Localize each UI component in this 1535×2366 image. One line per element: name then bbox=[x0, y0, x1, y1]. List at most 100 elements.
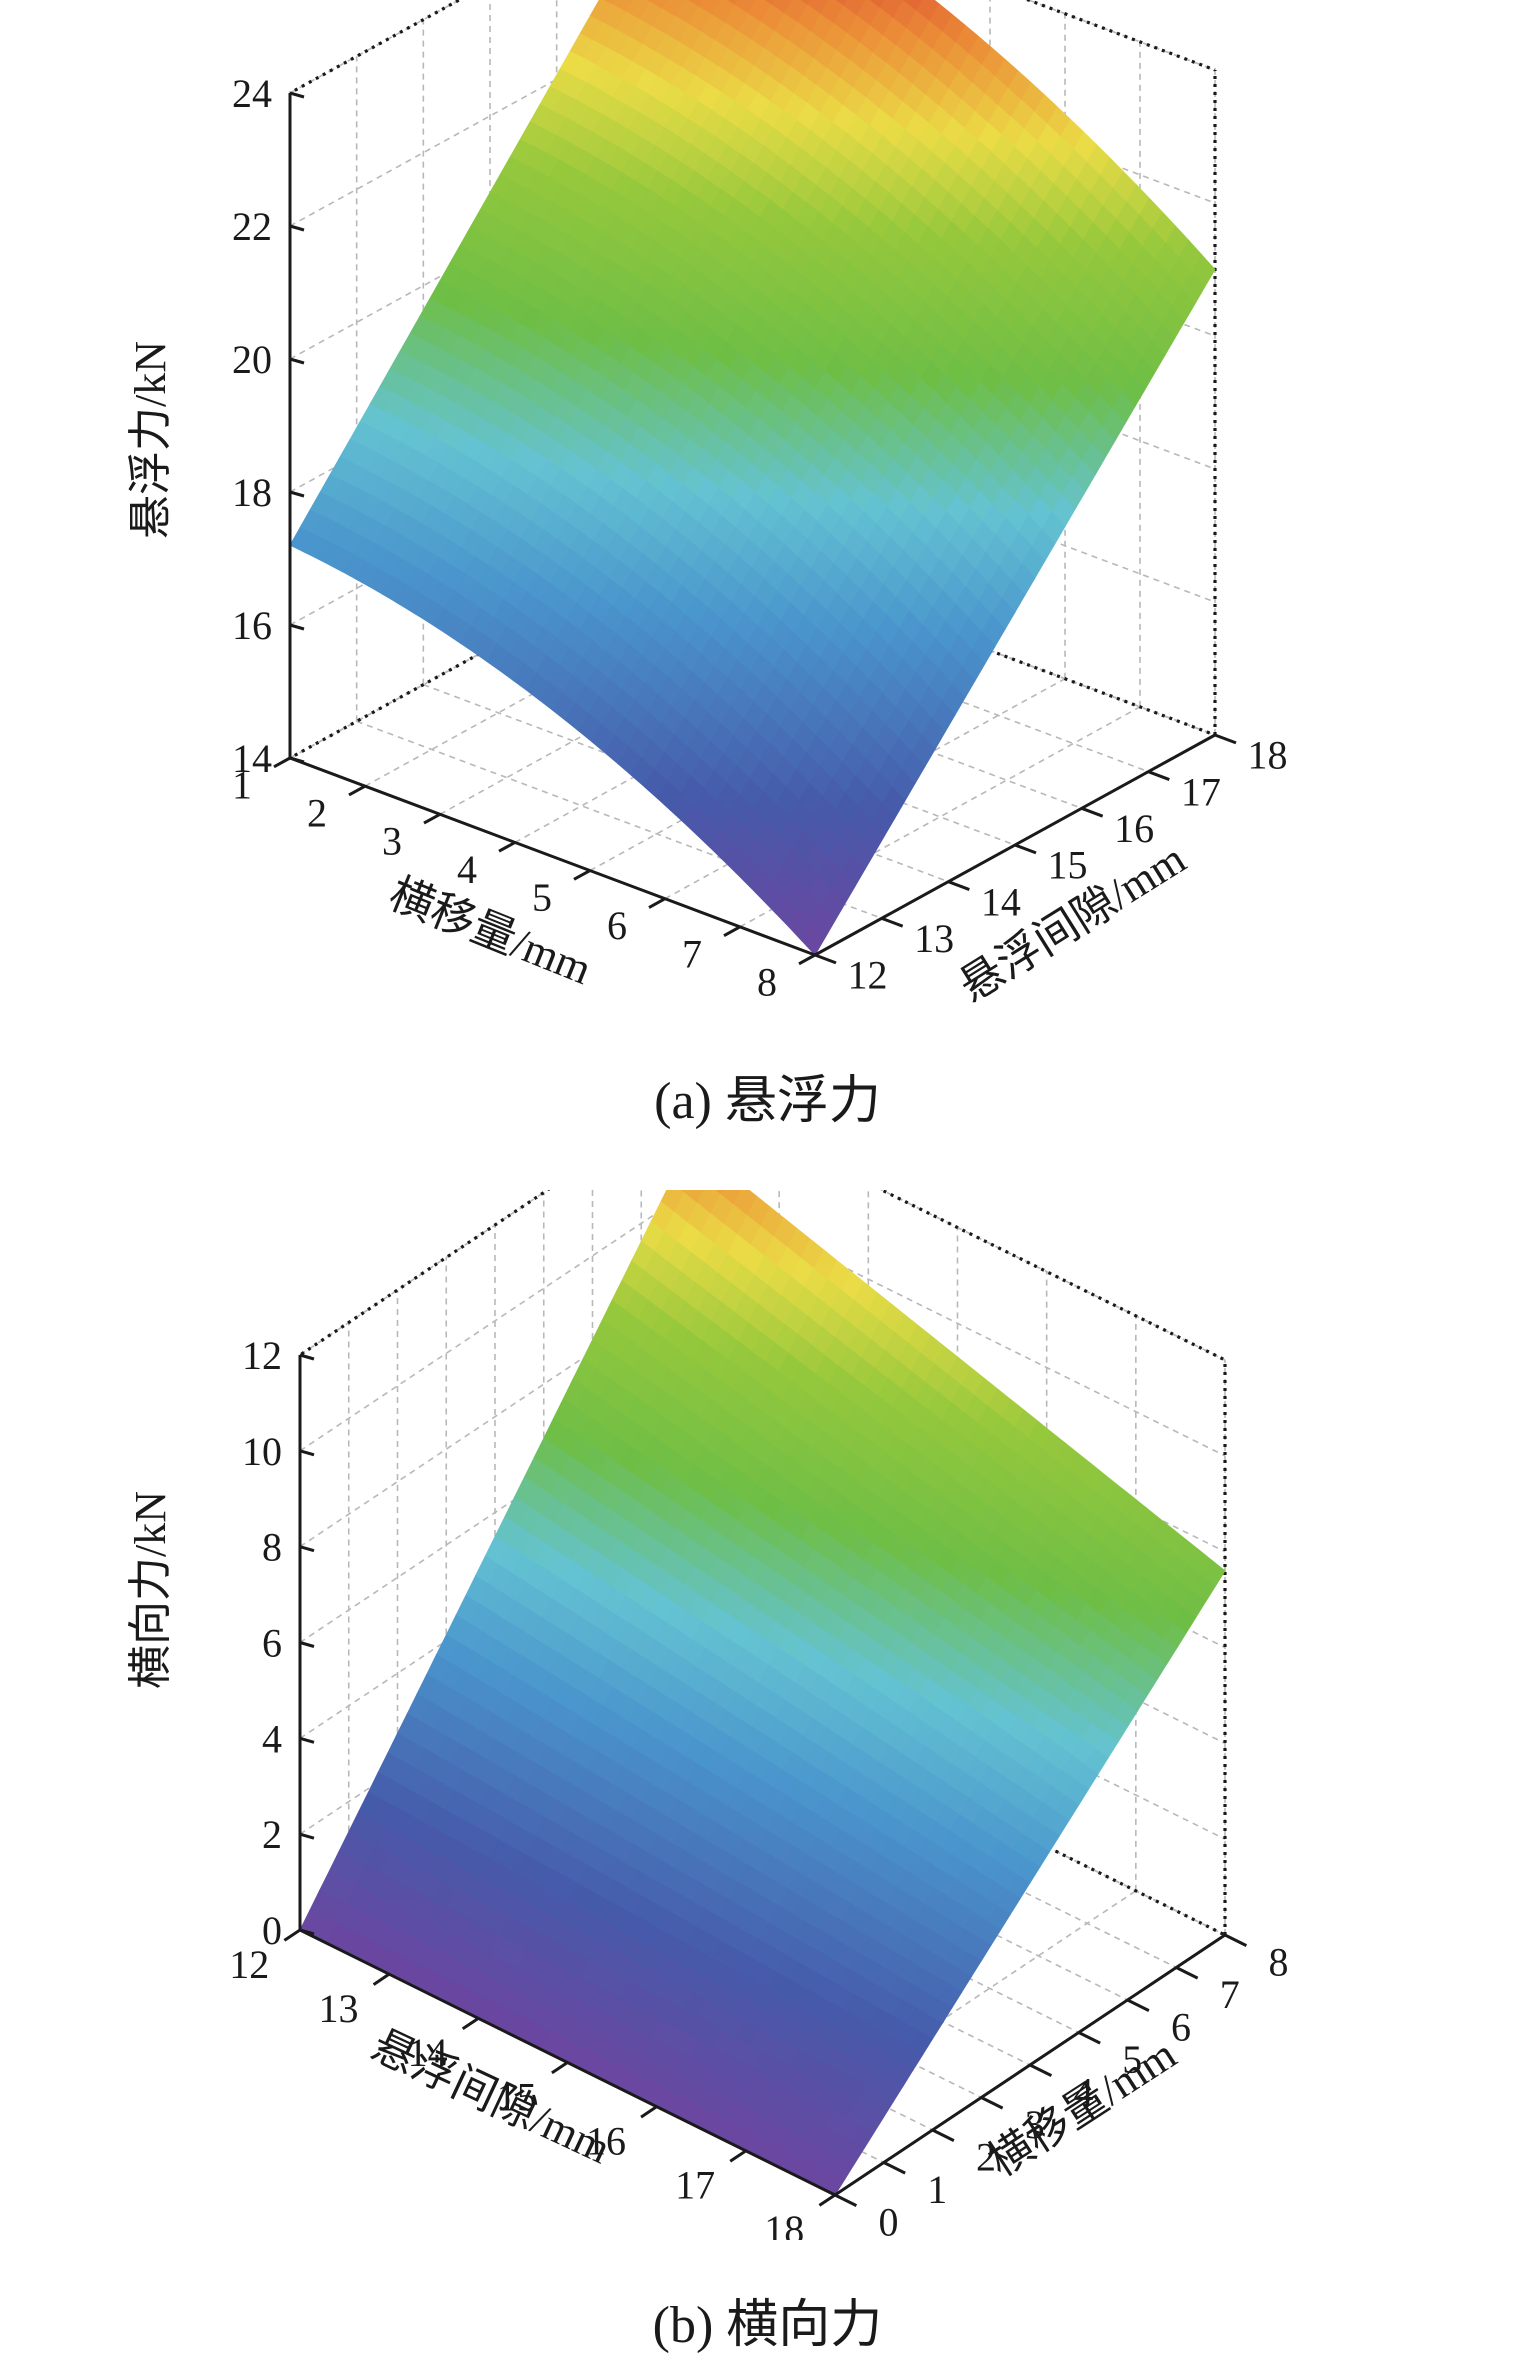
undefined-z-tick-label: 10 bbox=[242, 1429, 282, 1474]
caption-b: (b) 横向力 bbox=[652, 2297, 883, 2354]
undefined-x-tick-label: 1 bbox=[232, 762, 252, 807]
undefined-z-tick bbox=[299, 1832, 315, 1840]
undefined-z-tick bbox=[299, 1736, 315, 1744]
undefined-surface-patch bbox=[801, 923, 826, 956]
undefined-x-tick bbox=[798, 953, 816, 966]
undefined-x-tick-label: 5 bbox=[532, 875, 552, 920]
undefined-z-tick-label: 2 bbox=[262, 1812, 282, 1857]
undefined-y-tick-label: 12 bbox=[848, 953, 888, 998]
undefined-y-tick-label: 18 bbox=[1248, 733, 1288, 778]
undefined-y-tick-label: 16 bbox=[1114, 806, 1154, 851]
undefined-x-axis-title: 横移量/mm bbox=[383, 869, 599, 994]
undefined-box-edge bbox=[878, 1190, 1226, 1362]
undefined-y-tick bbox=[1224, 1933, 1248, 1947]
undefined-grid-z bbox=[1026, 0, 1216, 71]
undefined-x-tick-label: 13 bbox=[318, 1986, 358, 2031]
undefined-x-tick bbox=[498, 841, 516, 853]
undefined-x-tick bbox=[423, 812, 441, 825]
undefined-y-tick-label: 17 bbox=[1181, 769, 1221, 814]
undefined-x-tick-label: 16 bbox=[586, 2118, 626, 2163]
undefined-z-tick-label: 24 bbox=[232, 71, 272, 116]
undefined-x-tick bbox=[729, 2149, 747, 2163]
undefined-x-tick-label: 2 bbox=[307, 791, 327, 836]
undefined-x-tick-label: 12 bbox=[229, 1942, 269, 1987]
undefined-y-tick-label: 1 bbox=[927, 2167, 947, 2212]
undefined-y-tick-label: 13 bbox=[914, 916, 954, 961]
undefined-z-tick bbox=[289, 91, 305, 99]
undefined-x-tick bbox=[723, 925, 741, 937]
undefined-x-tick bbox=[283, 1928, 301, 1942]
undefined-y-tick bbox=[931, 2128, 955, 2142]
undefined-z-tick bbox=[299, 1353, 315, 1361]
undefined-x-tick bbox=[372, 1972, 390, 1986]
undefined-y-tick bbox=[881, 916, 904, 928]
undefined-y-tick bbox=[834, 2193, 858, 2207]
undefined-x-tick-label: 15 bbox=[497, 2074, 537, 2119]
undefined-z-tick bbox=[289, 623, 305, 631]
figure-b: 0 2 4 6 8 10 12 12 13 14 15 16 17 18 0 1 2 3 4 5 6 7 8 横向力/kN 悬浮… bbox=[0, 1190, 1535, 2240]
undefined-x-tick-label: 18 bbox=[764, 2207, 804, 2240]
undefined-grid-z bbox=[299, 1190, 691, 1452]
undefined-x-tick-label: 6 bbox=[607, 903, 627, 948]
undefined-surface bbox=[289, 0, 1216, 956]
undefined-x-tick bbox=[348, 784, 366, 797]
undefined-z-tick bbox=[289, 357, 305, 365]
undefined-z-axis-title: 横向力/kN bbox=[126, 1491, 175, 1689]
undefined-z-tick-label: 20 bbox=[232, 337, 272, 382]
undefined-z-tick-label: 22 bbox=[232, 204, 272, 249]
undefined-y-tick bbox=[1175, 1966, 1199, 1980]
undefined-y-tick bbox=[883, 2161, 906, 2175]
undefined-z-tick bbox=[289, 224, 305, 232]
undefined-x-tick bbox=[461, 2017, 480, 2030]
undefined-y-tick-label: 5 bbox=[1122, 2037, 1142, 2082]
undefined-y-tick-label: 3 bbox=[1025, 2102, 1045, 2147]
undefined-y-tick bbox=[1014, 843, 1037, 855]
undefined-y-tick bbox=[1214, 733, 1237, 745]
undefined-x-tick-label: 8 bbox=[757, 959, 777, 1004]
undefined-x-tick bbox=[648, 897, 666, 909]
undefined-z-tick bbox=[299, 1545, 315, 1553]
undefined-y-axis-title: 横移量/mm bbox=[980, 2029, 1185, 2186]
undefined-z-tick bbox=[299, 1928, 315, 1936]
undefined-y-tick-label: 6 bbox=[1171, 2005, 1191, 2050]
undefined-y-tick bbox=[1126, 1998, 1150, 2012]
undefined-z-tick-label: 8 bbox=[262, 1525, 282, 1570]
undefined-surface bbox=[299, 1190, 1226, 2196]
undefined-x-tick-label: 7 bbox=[682, 931, 702, 976]
undefined-y-tick bbox=[947, 880, 970, 891]
undefined-y-tick bbox=[814, 953, 837, 965]
undefined-z-tick-label: 18 bbox=[232, 470, 272, 515]
undefined-y-tick bbox=[1029, 2063, 1053, 2077]
undefined-z-tick-label: 14 bbox=[232, 736, 272, 781]
undefined-y-tick bbox=[1147, 770, 1170, 781]
undefined-y-tick-label: 14 bbox=[981, 879, 1021, 924]
undefined-y-tick bbox=[980, 2096, 1004, 2110]
undefined-z-tick bbox=[289, 756, 305, 764]
undefined-x-tick bbox=[551, 2061, 569, 2075]
undefined-y-tick-label: 15 bbox=[1048, 843, 1088, 888]
undefined-y-tick bbox=[1081, 806, 1104, 818]
undefined-y-tick-label: 2 bbox=[976, 2135, 996, 2180]
undefined-x-tick-label: 3 bbox=[382, 819, 402, 864]
figure-a: 14 16 18 20 22 24 1 2 3 4 5 6 7 8 12 13 14 15 16 17 18 悬浮力/kN… bbox=[0, 0, 1535, 1050]
undefined-box-edge bbox=[299, 1190, 551, 1357]
undefined-y-tick bbox=[1078, 2031, 1101, 2045]
undefined-y-tick-label: 8 bbox=[1269, 1940, 1289, 1985]
undefined-z-tick-label: 6 bbox=[262, 1621, 282, 1666]
undefined-x-tick bbox=[573, 869, 591, 881]
caption-a: (a) 悬浮力 bbox=[654, 1073, 881, 1130]
undefined-z-axis-title: 悬浮力/kN bbox=[126, 341, 175, 539]
undefined-z-tick-label: 4 bbox=[262, 1716, 282, 1761]
undefined-z-tick-label: 12 bbox=[242, 1333, 282, 1378]
undefined-z-tick-label: 0 bbox=[262, 1908, 282, 1953]
undefined-y-tick-label: 0 bbox=[879, 2200, 899, 2241]
undefined-x-tick bbox=[818, 2193, 836, 2207]
undefined-x-tick bbox=[640, 2105, 658, 2119]
undefined-z-tick bbox=[289, 490, 305, 498]
undefined-y-tick-label: 4 bbox=[1074, 2070, 1094, 2115]
undefined-axis-line bbox=[289, 756, 816, 957]
undefined-x-tick-label: 17 bbox=[675, 2163, 715, 2208]
undefined-z-tick bbox=[299, 1449, 315, 1457]
